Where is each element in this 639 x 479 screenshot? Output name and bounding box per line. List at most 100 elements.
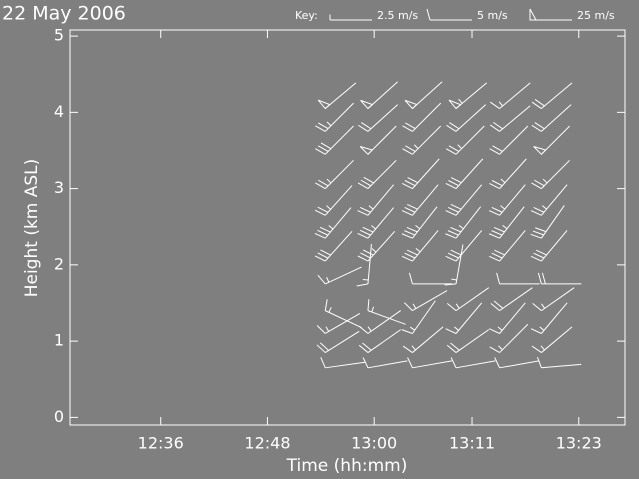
wind-barb	[530, 184, 568, 216]
barb-feather	[533, 252, 545, 259]
wind-barb	[489, 82, 531, 109]
barb-staff	[412, 290, 448, 312]
barb-staff	[455, 184, 483, 216]
wind-barb	[401, 206, 438, 239]
barb-half-feather	[413, 144, 419, 149]
barb-half-feather	[326, 205, 331, 210]
barb-feather	[316, 325, 326, 334]
barb-feather	[317, 179, 329, 187]
x-tick-label: 12:36	[138, 434, 184, 453]
barb-staff	[412, 125, 442, 155]
barb-feather	[535, 249, 547, 256]
barb-feather	[493, 121, 503, 130]
barb-flag	[404, 99, 418, 110]
barb-feather	[362, 226, 374, 233]
barb-feather	[445, 255, 457, 262]
barb-feather	[445, 233, 457, 239]
barb-feather	[407, 249, 418, 256]
barb-staff	[367, 159, 397, 189]
barb-feather	[316, 344, 326, 353]
barb-feather	[359, 229, 371, 236]
barb-staff	[324, 207, 352, 239]
barb-feather	[535, 227, 547, 233]
wind-barb	[315, 125, 354, 155]
barb-feather	[404, 252, 416, 259]
wind-barb	[446, 329, 490, 353]
wind-barb	[533, 125, 571, 156]
barb-feather	[407, 357, 413, 369]
barb-staff	[455, 104, 487, 132]
barb-feather	[488, 233, 500, 239]
barb-feather	[450, 357, 457, 369]
barb-staff	[367, 244, 372, 284]
barb-staff	[541, 230, 568, 262]
wind-barb	[446, 287, 490, 312]
barb-feather	[356, 283, 369, 287]
barb-feather	[532, 302, 542, 312]
barb-staff	[455, 360, 496, 369]
wind-barb	[362, 357, 408, 369]
wind-barb	[316, 330, 360, 353]
barb-feather	[361, 122, 372, 130]
barb-feather	[491, 252, 503, 259]
barb-feather	[401, 233, 413, 239]
wind-barb	[530, 302, 568, 334]
barb-feather	[448, 207, 459, 213]
barb-feather	[404, 180, 416, 187]
barb-half-feather	[326, 178, 332, 184]
barb-staff	[412, 206, 438, 239]
wind-barb	[329, 14, 372, 21]
barb-feather	[450, 227, 462, 233]
barb-half-feather	[458, 98, 463, 104]
barb-flag	[317, 99, 331, 110]
barb-staff	[540, 205, 565, 239]
barb-staff	[324, 125, 354, 155]
barb-feather	[320, 357, 326, 369]
barb-half-feather	[325, 326, 330, 332]
barb-feather	[317, 274, 326, 285]
barb-feather	[401, 255, 413, 262]
barb-feather	[450, 177, 462, 184]
barb-staff	[324, 159, 354, 189]
barb-feather	[534, 99, 545, 107]
wind-barb	[445, 184, 483, 216]
barb-staff	[367, 310, 406, 325]
barb-half-feather	[411, 345, 416, 351]
barb-feather	[426, 8, 431, 21]
wind-barb	[357, 184, 395, 216]
barb-staff	[541, 326, 573, 353]
barb-feather	[408, 272, 413, 285]
barb-feather	[405, 145, 416, 152]
barb-feather	[362, 342, 372, 351]
wind-barb	[494, 357, 540, 369]
barb-feather	[360, 252, 371, 259]
x-tick-label: 12:48	[244, 434, 290, 453]
barb-feather	[489, 210, 500, 216]
y-tick-label: 5	[54, 26, 64, 45]
barb-staff	[499, 360, 540, 369]
barb-staff	[499, 158, 527, 189]
wind-barb	[445, 302, 483, 334]
barb-staff	[367, 329, 402, 353]
wind-barb	[530, 230, 568, 262]
barb-feather	[450, 249, 462, 256]
barb-feather	[405, 122, 416, 130]
barb-feather	[490, 302, 500, 312]
barb-feather	[406, 227, 418, 233]
barb-feather	[317, 229, 329, 236]
barb-feather	[494, 357, 501, 369]
barb-staff	[455, 287, 490, 312]
wind-barb	[401, 184, 439, 216]
key-label: 25 m/s	[577, 9, 615, 22]
barb-feather	[531, 124, 542, 132]
barb-feather	[360, 179, 372, 187]
barb-half-feather	[415, 224, 421, 230]
wind-barb	[489, 158, 527, 190]
barb-feather	[317, 145, 329, 152]
barb-staff	[455, 158, 484, 189]
barb-staff	[499, 82, 531, 109]
barb-staff	[499, 206, 525, 239]
barb-half-feather	[412, 303, 417, 309]
barb-feather	[448, 180, 459, 187]
